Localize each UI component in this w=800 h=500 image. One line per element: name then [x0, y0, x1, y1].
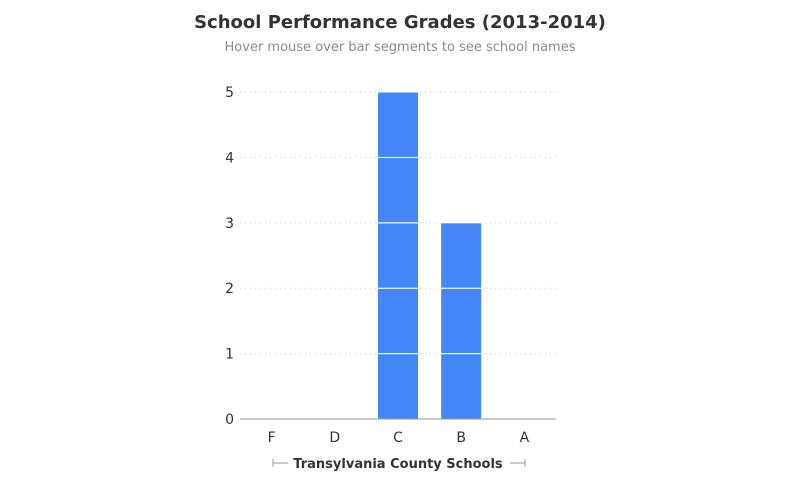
tick-labels: 0 1 2 3 4 5 F D C B A [225, 85, 530, 446]
chart-title: School Performance Grades (2013-2014) [194, 12, 606, 33]
bars [377, 91, 483, 420]
x-tick-label: D [329, 430, 340, 446]
bar-segment [377, 91, 419, 158]
y-tick-label: 4 [225, 150, 234, 166]
bar-segment [440, 222, 483, 289]
x-tick-label: B [456, 430, 466, 446]
x-axis-title: Transylvania County Schools [293, 457, 503, 472]
bar-segment [377, 156, 419, 224]
y-tick-label: 0 [225, 412, 234, 428]
y-tick-label: 1 [225, 347, 234, 363]
x-tick-label: C [393, 430, 403, 446]
bar-segment [377, 353, 419, 420]
bar-segment [377, 287, 419, 355]
y-tick-label: 5 [225, 85, 234, 101]
bar-segment [440, 353, 483, 420]
x-tick-label: F [268, 430, 276, 446]
chart-subtitle: Hover mouse over bar segments to see sch… [225, 40, 576, 55]
y-tick-label: 3 [225, 216, 234, 232]
bar-segment [377, 222, 419, 289]
y-tick-label: 2 [225, 281, 234, 297]
x-axis-title-group: Transylvania County Schools [272, 457, 526, 472]
x-tick-label: A [520, 430, 530, 446]
bar-segment [440, 287, 483, 355]
